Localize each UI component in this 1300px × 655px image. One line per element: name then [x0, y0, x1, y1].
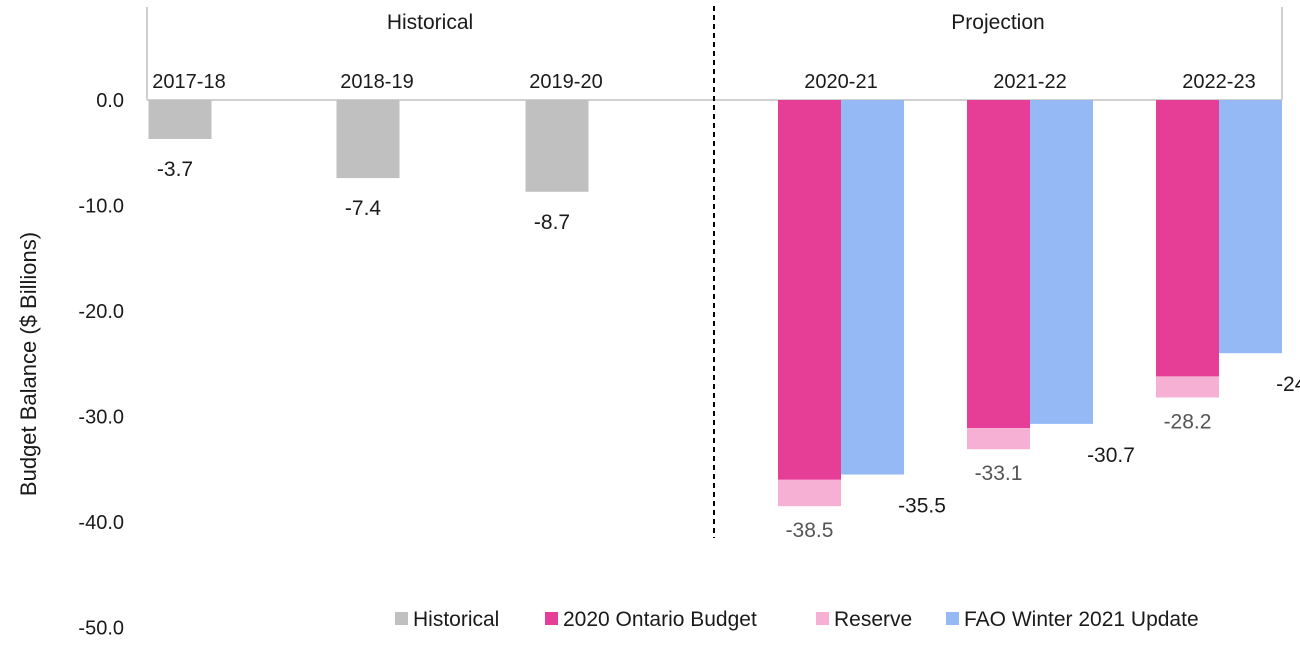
category-label: 2021-22 — [993, 71, 1066, 93]
section-label-historical: Historical — [387, 11, 473, 34]
category-labels: 2017-18 2018-19 2019-20 2020-21 2021-22 2022-… — [152, 71, 1255, 93]
reserve-bar — [967, 428, 1030, 450]
category-label: 2019-20 — [529, 71, 602, 93]
historical-value-label: -8.7 — [534, 211, 570, 234]
fao-bar — [841, 100, 904, 475]
historical-bar — [148, 100, 212, 140]
reserve-bar — [778, 479, 841, 507]
y-tick-label: -10.0 — [78, 196, 124, 218]
budget-total-label: -28.2 — [1164, 411, 1212, 434]
category-label: 2018-19 — [340, 71, 413, 93]
fao-value-label: -35.5 — [898, 495, 946, 518]
fao-bar — [1219, 100, 1282, 354]
budget-bar — [967, 100, 1030, 429]
fao-value-label: -24.0 — [1276, 373, 1300, 396]
budget-bar — [1156, 100, 1219, 377]
data-labels: -3.7 -7.4 -8.7 -38.5 -35.5 -33.1 -30.7 -28.2 -24… — [157, 158, 1300, 542]
historical-value-label: -7.4 — [345, 197, 382, 220]
fao-value-label: -30.7 — [1087, 444, 1135, 467]
category-label: 2022-23 — [1182, 71, 1255, 93]
category-label: 2020-21 — [804, 71, 877, 93]
budget-total-label: -33.1 — [975, 462, 1023, 485]
legend-swatch — [545, 612, 558, 625]
section-label-projection: Projection — [951, 11, 1044, 34]
legend-swatch — [395, 612, 408, 625]
legend-label: Reserve — [834, 608, 912, 631]
y-tick-label: -20.0 — [78, 301, 124, 323]
legend: Historical 2020 Ontario Budget Reserve FAO … — [395, 608, 1199, 631]
budget-bar — [778, 100, 841, 480]
historical-bar — [336, 100, 400, 179]
legend-label: Historical — [413, 608, 499, 631]
bars — [148, 100, 1282, 507]
y-tick-label: -50.0 — [78, 618, 124, 640]
y-tick-label: 0.0 — [96, 90, 124, 112]
y-axis-title: Budget Balance ($ Billions) — [16, 232, 41, 496]
historical-value-label: -3.7 — [157, 158, 193, 181]
fao-bar — [1030, 100, 1093, 424]
legend-label: 2020 Ontario Budget — [563, 608, 757, 631]
reserve-bar — [1156, 376, 1219, 398]
y-axis-ticks: 0.0 -10.0 -20.0 -30.0 -40.0 -50.0 — [78, 90, 124, 640]
legend-swatch — [946, 612, 959, 625]
section-labels: Historical Projection — [387, 11, 1045, 34]
y-tick-label: -30.0 — [78, 407, 124, 429]
category-label: 2017-18 — [152, 71, 225, 93]
legend-label: FAO Winter 2021 Update — [964, 608, 1199, 631]
y-tick-label: -40.0 — [78, 512, 124, 534]
budget-total-label: -38.5 — [786, 519, 834, 542]
historical-bar — [525, 100, 589, 192]
legend-swatch — [816, 612, 829, 625]
